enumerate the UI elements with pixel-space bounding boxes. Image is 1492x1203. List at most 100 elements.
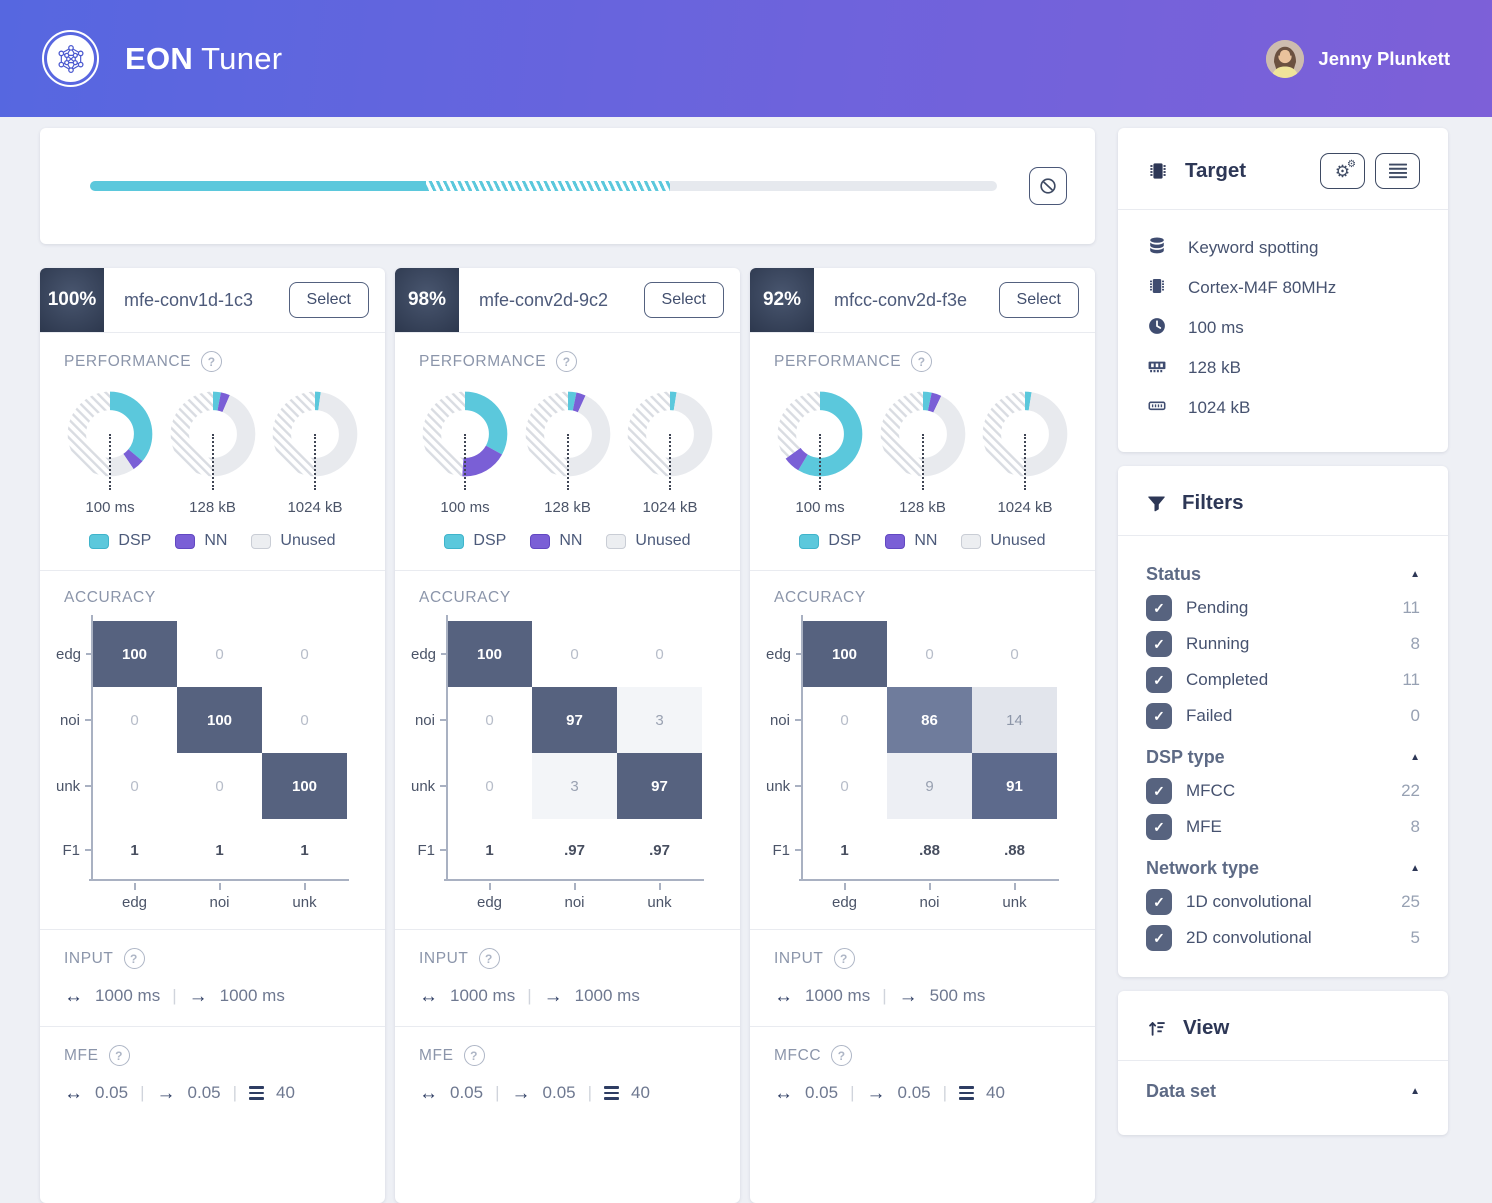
- input-values: ↔ 1000 ms | → 1000 ms: [64, 986, 361, 1006]
- matrix-y-axis: [801, 615, 803, 881]
- filter-checkbox[interactable]: ✓: [1146, 595, 1172, 621]
- filter-checkbox[interactable]: ✓: [1146, 925, 1172, 951]
- matrix-col-label: unk: [972, 881, 1057, 915]
- help-icon[interactable]: ?: [831, 1045, 853, 1066]
- dsp-values: ↔ 0.05 | → 0.05 | 40: [419, 1083, 716, 1103]
- model-results-row: 100% mfe-conv1d-1c3 Select PERFORMANCE ?…: [40, 268, 1095, 1203]
- select-button[interactable]: Select: [998, 282, 1079, 318]
- model-card: 92% mfcc-conv2d-f3e Select PERFORMANCE ?…: [750, 268, 1095, 1203]
- value-text: 500 ms: [929, 986, 986, 1005]
- filter-checkbox[interactable]: ✓: [1146, 703, 1172, 729]
- caret-up-icon[interactable]: ▲: [1410, 752, 1420, 763]
- value-text: 40: [276, 1083, 295, 1102]
- filter-checkbox[interactable]: ✓: [1146, 814, 1172, 840]
- score-badge: 98%: [395, 268, 459, 332]
- dataset-section-header: Data set ▲: [1146, 1081, 1420, 1102]
- user-menu[interactable]: Jenny Plunkett: [1266, 39, 1450, 78]
- matrix-f1-value: 1: [300, 841, 309, 859]
- help-icon[interactable]: ?: [201, 351, 223, 372]
- filter-section-header: Status ▲: [1146, 564, 1420, 585]
- separator: |: [882, 986, 887, 1005]
- help-icon[interactable]: ?: [556, 351, 578, 372]
- select-button[interactable]: Select: [288, 282, 369, 318]
- select-button[interactable]: Select: [643, 282, 724, 318]
- target-item-label: 100 ms: [1188, 318, 1244, 337]
- performance-label: PERFORMANCE: [64, 352, 192, 370]
- help-icon[interactable]: ?: [478, 948, 500, 969]
- matrix-cell: 3: [617, 687, 702, 753]
- matrix-f1-label: F1: [766, 819, 802, 881]
- caret-up-icon[interactable]: ▲: [1410, 569, 1420, 580]
- input-label: INPUT: [64, 949, 114, 967]
- performance-label: PERFORMANCE: [774, 352, 902, 370]
- resource-donut: 1024 kB: [979, 388, 1071, 516]
- filter-item-count: 8: [1410, 634, 1420, 653]
- matrix-col-label: edg: [92, 881, 177, 915]
- caret-up-icon[interactable]: ▲: [1410, 863, 1420, 874]
- filter-checkbox[interactable]: ✓: [1146, 889, 1172, 915]
- input-label: INPUT: [419, 949, 469, 967]
- cancel-tuning-button[interactable]: [1029, 167, 1067, 205]
- resource-donut: 128 kB: [167, 388, 259, 516]
- legend-item-dsp: DSP: [89, 532, 151, 550]
- filter-checkbox[interactable]: ✓: [1146, 631, 1172, 657]
- matrix-f1-value: 1: [485, 841, 494, 859]
- input-label: INPUT: [774, 949, 824, 967]
- dataset-label: Data set: [1146, 1081, 1217, 1101]
- window-size-icon: ↔: [774, 985, 793, 1007]
- value-text: 0.05: [542, 1083, 576, 1102]
- legend-item-unused: Unused: [251, 532, 336, 550]
- sort-view-icon: [1149, 1022, 1165, 1036]
- avatar[interactable]: [1266, 39, 1305, 78]
- page-title: EON Tuner: [125, 40, 283, 76]
- target-list-button[interactable]: [1375, 153, 1420, 189]
- matrix-cell: 9: [887, 753, 972, 819]
- resource-donut: 128 kB: [877, 388, 969, 516]
- caret-up-icon[interactable]: ▲: [1410, 1086, 1420, 1097]
- help-icon[interactable]: ?: [123, 948, 145, 969]
- help-icon[interactable]: ?: [833, 948, 855, 969]
- help-icon[interactable]: ?: [463, 1045, 485, 1066]
- confusion-matrix: edg 100 0 0 noi 0 86 14 unk 0 9 91 F1 1.88.88 edg noi un…: [766, 615, 1079, 915]
- user-photo: [1266, 39, 1305, 78]
- matrix-cell: 100: [447, 621, 532, 687]
- separator: |: [140, 1083, 145, 1102]
- matrix-cell: 0: [485, 711, 494, 729]
- filter-item-count: 5: [1410, 928, 1420, 947]
- window-increase-icon: →: [898, 985, 918, 1007]
- value-text: 0.05: [187, 1083, 221, 1102]
- donut-label: 128 kB: [899, 499, 946, 516]
- frame-stride-icon: →: [156, 1082, 176, 1104]
- matrix-row-label: edg: [411, 621, 447, 687]
- input-values: ↔ 1000 ms | → 1000 ms: [419, 986, 716, 1006]
- matrix-f1-value: 1: [130, 841, 139, 859]
- filter-checkbox[interactable]: ✓: [1146, 667, 1172, 693]
- filter-checkbox[interactable]: ✓: [1146, 778, 1172, 804]
- matrix-row-label: unk: [766, 753, 802, 819]
- filter-count-icon: [604, 1086, 620, 1100]
- eon-logo: [42, 30, 99, 87]
- help-icon[interactable]: ?: [911, 351, 933, 372]
- list-icon: [1388, 163, 1407, 179]
- app-header: EON Tuner Jenny Plunkett: [0, 0, 1492, 117]
- progress-solid-segment: [90, 181, 426, 191]
- filters-title: Filters: [1182, 491, 1244, 514]
- matrix-y-axis: [446, 615, 448, 881]
- value-text: 1000 ms: [574, 986, 640, 1005]
- target-title: Target: [1185, 159, 1247, 182]
- target-settings-button[interactable]: ⚙ ⚙: [1320, 153, 1365, 189]
- filter-item: ✓ Completed 11: [1146, 667, 1420, 693]
- donut-label: 1024 kB: [997, 499, 1053, 516]
- matrix-x-axis: [444, 879, 704, 881]
- help-icon[interactable]: ?: [108, 1045, 130, 1066]
- matrix-cell: 86: [887, 687, 972, 753]
- resource-donut: 1024 kB: [624, 388, 716, 516]
- matrix-f1-value: .97: [564, 841, 585, 859]
- resource-donut: 100 ms: [419, 388, 511, 516]
- user-name[interactable]: Jenny Plunkett: [1318, 47, 1450, 69]
- matrix-f1-label: F1: [56, 819, 92, 881]
- matrix-cell: 0: [1010, 645, 1019, 663]
- matrix-cell: 0: [215, 777, 224, 795]
- filter-item-label: MFE: [1186, 817, 1222, 836]
- resource-donut: 100 ms: [64, 388, 156, 516]
